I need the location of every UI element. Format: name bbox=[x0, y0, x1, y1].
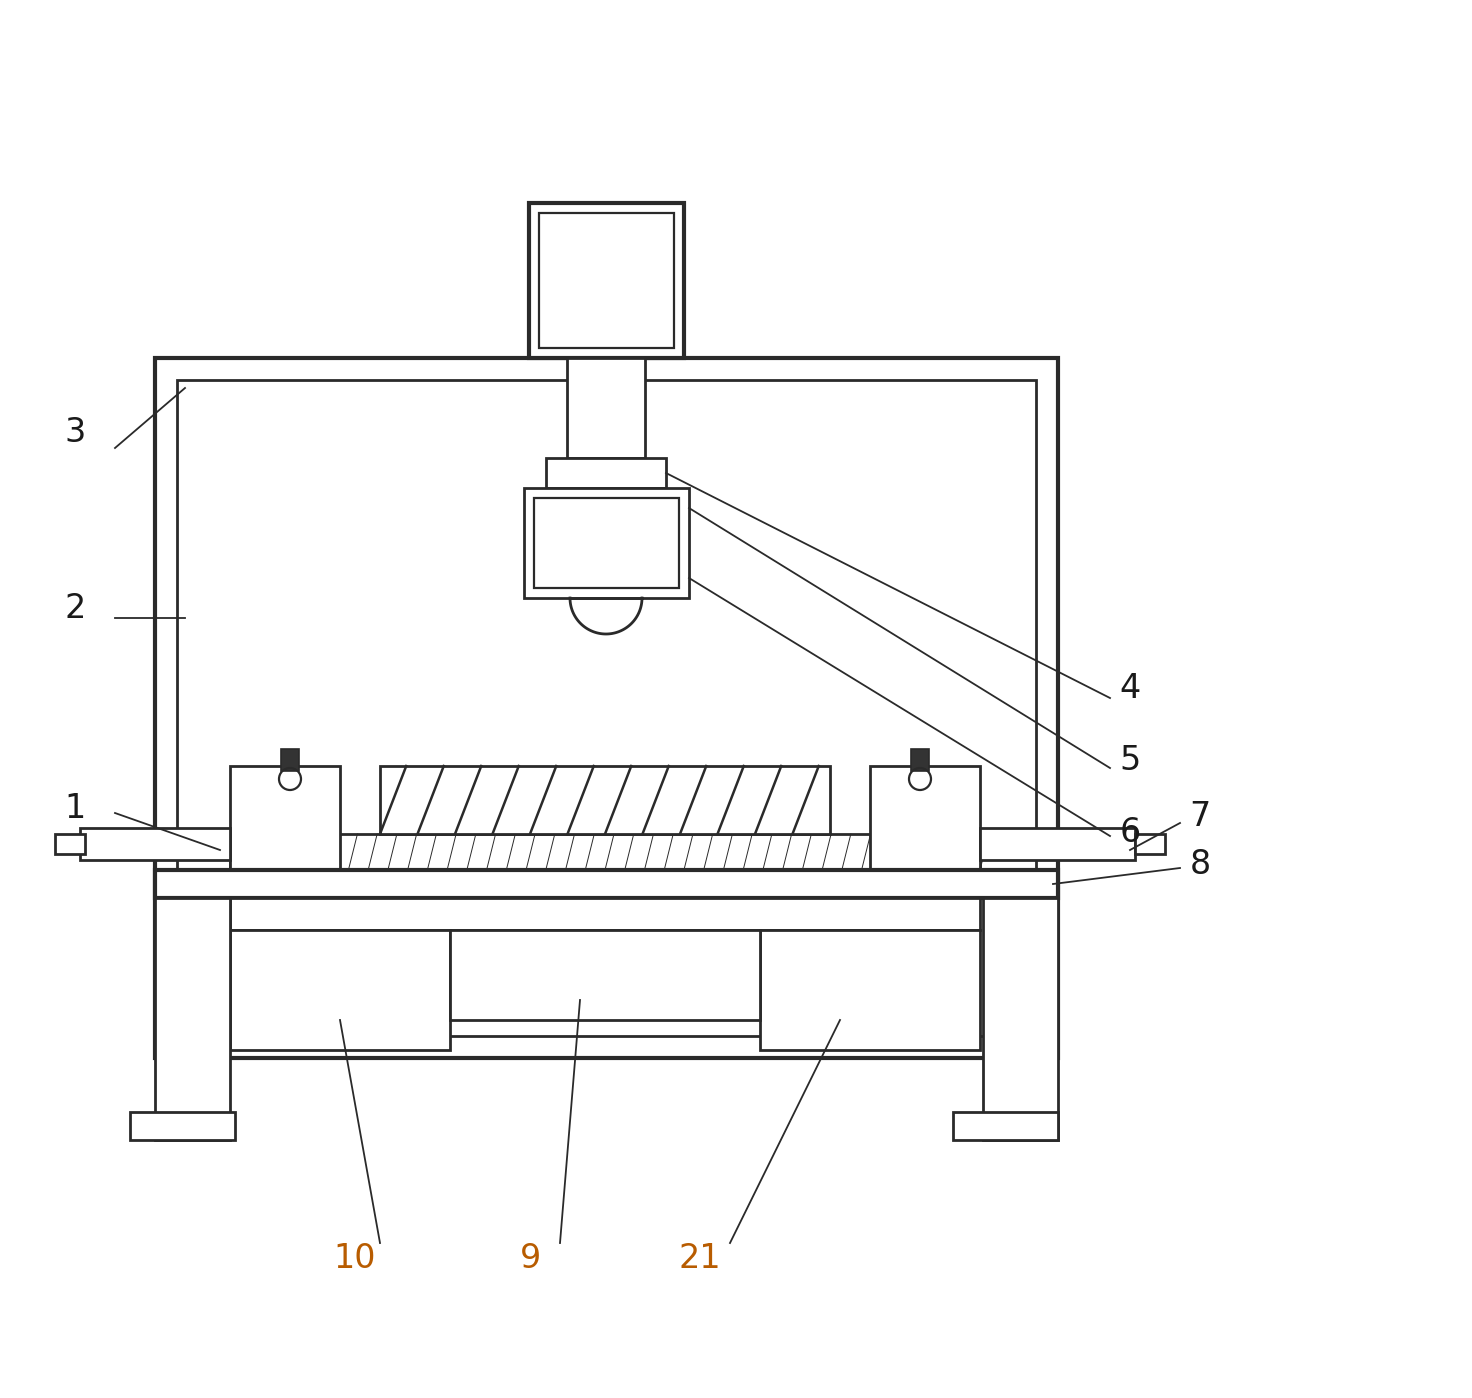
Bar bbox=[983, 898, 1058, 1139]
Bar bbox=[870, 766, 980, 870]
Bar bbox=[567, 358, 645, 459]
Bar bbox=[79, 828, 230, 860]
Bar bbox=[230, 930, 450, 1050]
Text: 10: 10 bbox=[334, 1241, 377, 1275]
Bar bbox=[952, 1111, 1058, 1139]
Text: 5: 5 bbox=[1119, 744, 1141, 776]
Bar bbox=[546, 459, 665, 488]
Text: 6: 6 bbox=[1119, 815, 1141, 849]
Bar bbox=[539, 212, 674, 348]
Text: 9: 9 bbox=[520, 1241, 540, 1275]
Text: 3: 3 bbox=[65, 417, 85, 450]
Bar bbox=[380, 766, 830, 835]
Bar bbox=[155, 358, 1058, 1058]
Bar bbox=[980, 828, 1135, 860]
Bar bbox=[1135, 835, 1164, 854]
Text: 2: 2 bbox=[65, 591, 85, 625]
Bar bbox=[281, 749, 299, 772]
Bar bbox=[177, 380, 1036, 1036]
Bar bbox=[230, 766, 340, 870]
Bar bbox=[230, 898, 980, 930]
Bar bbox=[760, 930, 980, 1050]
Text: 7: 7 bbox=[1189, 800, 1210, 832]
Text: 4: 4 bbox=[1119, 671, 1141, 705]
Bar bbox=[911, 749, 929, 772]
Bar bbox=[54, 835, 85, 854]
Text: 1: 1 bbox=[65, 791, 85, 825]
Bar bbox=[230, 835, 980, 870]
Bar bbox=[534, 498, 679, 589]
Bar bbox=[130, 1111, 236, 1139]
Text: 8: 8 bbox=[1189, 847, 1210, 881]
Bar bbox=[528, 203, 684, 358]
Bar bbox=[524, 488, 689, 598]
Bar bbox=[155, 870, 1058, 898]
Bar bbox=[450, 930, 760, 1021]
Bar bbox=[155, 898, 230, 1139]
Text: 21: 21 bbox=[679, 1241, 721, 1275]
